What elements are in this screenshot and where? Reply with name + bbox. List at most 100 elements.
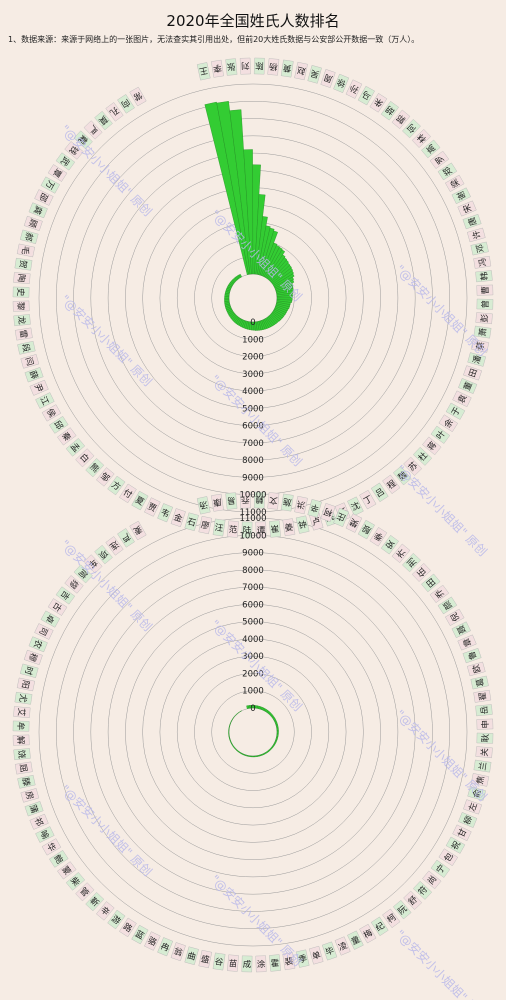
category-label: 屈 xyxy=(14,761,33,775)
category-label: 韩 xyxy=(475,270,493,283)
label-cell xyxy=(295,515,310,534)
label-cell xyxy=(131,924,149,945)
category-label: 许 xyxy=(466,227,486,243)
label-cell xyxy=(282,518,296,537)
category-label: 龚 xyxy=(28,202,48,219)
label-cell xyxy=(458,378,478,394)
category-label: 覃 xyxy=(47,164,68,182)
category-label: 郭 xyxy=(391,109,411,129)
category-label-text: 李 xyxy=(212,62,223,74)
label-cell xyxy=(198,515,213,535)
grid-circle xyxy=(125,604,381,860)
category-label: 贺 xyxy=(14,257,33,271)
category-label: 周 xyxy=(320,69,336,88)
category-label: 邓 xyxy=(470,241,489,256)
bar-李 xyxy=(216,101,251,275)
category-label-text: 兰 xyxy=(477,761,489,771)
label-cell xyxy=(438,848,459,867)
grid-circle xyxy=(38,517,468,947)
grid-circle xyxy=(228,707,278,757)
tick-label: 1000 xyxy=(242,335,264,345)
category-label: 连 xyxy=(105,536,124,556)
label-cell xyxy=(75,882,95,902)
label-cell xyxy=(55,586,76,605)
tick-label: 11000 xyxy=(239,514,266,524)
category-label: 穆 xyxy=(23,649,43,665)
label-cell xyxy=(445,836,466,854)
label-cell xyxy=(457,634,477,651)
category-label: 沈 xyxy=(347,496,364,516)
category-label: 孙 xyxy=(345,79,363,99)
grid-circle xyxy=(228,273,278,323)
category-label-text: 屈 xyxy=(17,763,28,773)
tick-label: 8000 xyxy=(242,456,264,466)
label-cell xyxy=(320,69,336,88)
label-cell xyxy=(239,57,251,75)
category-label-text: 陆 xyxy=(243,525,252,536)
category-label: 范 xyxy=(227,520,239,538)
label-cell xyxy=(334,936,351,956)
bar-黄 xyxy=(255,216,268,275)
category-label-text: 赵 xyxy=(295,64,306,77)
label-cell xyxy=(55,152,76,171)
label-cell xyxy=(470,339,490,353)
category-label: 段 xyxy=(17,340,36,355)
category-label: 章 xyxy=(457,634,477,651)
grid-circle xyxy=(38,83,468,513)
category-label-text: 洪 xyxy=(295,498,306,511)
category-label-text: 韦 xyxy=(159,508,171,520)
watermark-text: "@安安小小姐姐" 原创 xyxy=(58,122,155,219)
label-cell xyxy=(17,340,36,355)
label-cell xyxy=(107,909,126,930)
tick-label: 0 xyxy=(250,704,255,714)
category-label: 黄 xyxy=(280,59,294,78)
category-label: 钟 xyxy=(295,515,310,534)
bar-梁 xyxy=(273,273,295,288)
label-cell xyxy=(476,284,494,296)
bar-黎 xyxy=(224,297,230,301)
label-cell xyxy=(14,761,33,775)
label-cell xyxy=(294,495,308,515)
grid-circle xyxy=(56,101,450,495)
category-label: 宋 xyxy=(457,200,477,217)
category-label-text: 解 xyxy=(15,736,26,745)
category-label: 廖 xyxy=(198,515,213,535)
label-cell xyxy=(29,813,49,830)
label-cell xyxy=(268,954,281,972)
category-label-text: 史 xyxy=(15,288,26,297)
category-label-text: 穆 xyxy=(26,651,39,663)
label-cell xyxy=(476,718,494,730)
category-label: 翁 xyxy=(170,942,186,962)
category-label: 曲 xyxy=(184,946,199,966)
category-label: 符 xyxy=(412,880,433,900)
label-cell xyxy=(57,861,77,880)
bar-杜 xyxy=(269,313,280,323)
category-label: 麦 xyxy=(129,520,147,541)
category-label-text: 辛 xyxy=(309,501,321,514)
category-label-text: 许 xyxy=(470,229,483,241)
label-cell xyxy=(382,908,401,929)
category-label-text: 乔 xyxy=(240,494,249,505)
category-label-text: 潘 xyxy=(471,354,484,366)
tick-label: 10000 xyxy=(239,531,266,541)
source-note: 1、数据来源：来源于网络上的一张图片，无法查实其引用出处，但前20大姓氏数据与公… xyxy=(8,35,420,44)
label-cell xyxy=(16,243,36,258)
category-label: 霍 xyxy=(268,954,281,972)
label-cell xyxy=(28,636,48,653)
watermark-text: "@安安小小姐姐" 原创 xyxy=(393,462,490,559)
category-label: 凌 xyxy=(334,936,351,956)
category-label: 赖 xyxy=(253,491,265,509)
label-cell xyxy=(347,496,364,516)
category-label-text: 时 xyxy=(22,665,35,677)
category-label: 季 xyxy=(369,527,388,547)
label-cell xyxy=(49,850,69,868)
bar-吴 xyxy=(258,227,275,276)
label-cell xyxy=(411,129,431,148)
category-label: 司 xyxy=(34,623,54,640)
label-cell xyxy=(23,215,43,231)
label-cell xyxy=(225,492,238,510)
label-cell xyxy=(131,490,149,511)
category-label: 时 xyxy=(19,663,39,678)
tick-label: 5000 xyxy=(242,618,264,628)
grid-circles xyxy=(38,83,468,947)
